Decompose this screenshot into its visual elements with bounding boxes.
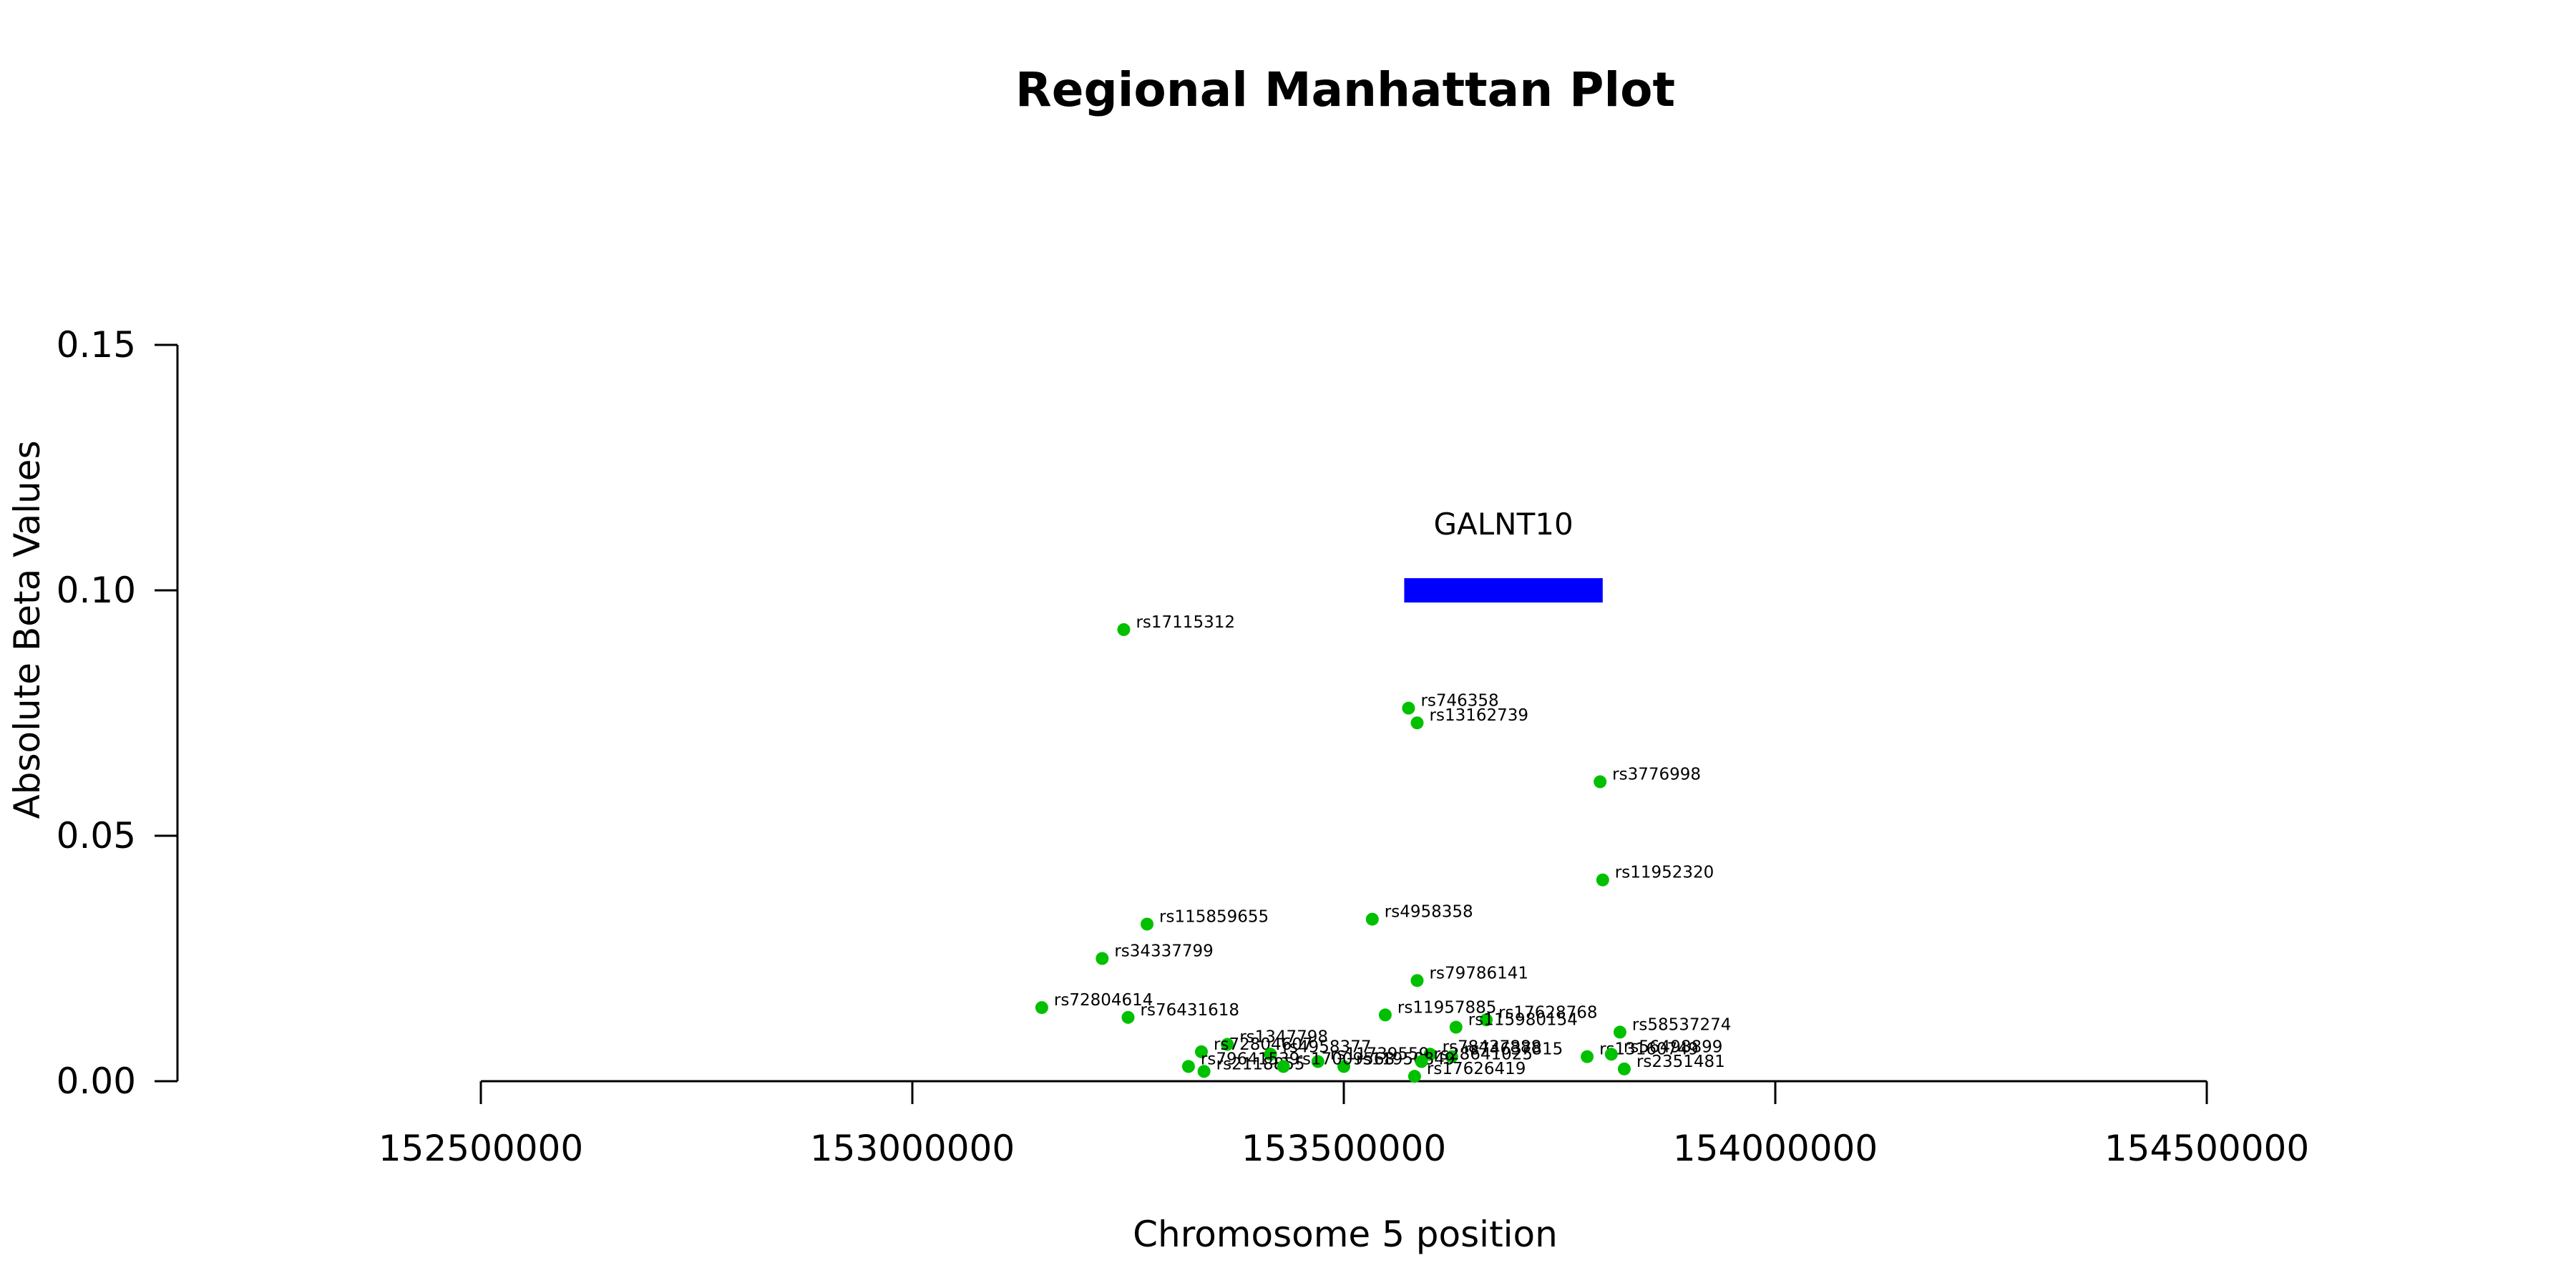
snp-point: [1402, 701, 1415, 715]
snp-label: rs2118855: [1216, 1055, 1305, 1073]
snp-label: rs58537274: [1632, 1015, 1732, 1034]
snp-point: [1181, 1060, 1195, 1073]
x-tick-label: 152500000: [379, 1128, 583, 1169]
snp-point: [1407, 1070, 1421, 1083]
chart-title: Regional Manhattan Plot: [1015, 62, 1675, 117]
snp-point: [1613, 1025, 1626, 1039]
snp-point: [1121, 1010, 1135, 1024]
snp-label: rs746358: [1420, 692, 1498, 711]
y-tick-label: 0.05: [57, 815, 136, 857]
snp-point: [1221, 1038, 1234, 1051]
x-axis-label: Chromosome 5 position: [1133, 1214, 1558, 1255]
snp-point: [1117, 623, 1131, 636]
snp-point: [1410, 716, 1424, 730]
snp-label: rs17115312: [1136, 613, 1235, 632]
snp-label: rs4958377: [1282, 1038, 1371, 1056]
gene-track: GALNT10: [1404, 507, 1603, 602]
snp-label: rs72804607: [1214, 1035, 1313, 1054]
snp-point: [1197, 1065, 1211, 1078]
snp-label: rs115859655: [1159, 907, 1269, 926]
snp-label: rs11950849: [1356, 1050, 1455, 1068]
y-tick-label: 0.00: [57, 1060, 136, 1102]
snp-point: [1035, 1001, 1048, 1015]
snp-label: rs11952320: [1615, 864, 1714, 882]
x-tick-label: 153500000: [1241, 1128, 1446, 1169]
snp-point: [1604, 1048, 1618, 1061]
snp-point: [1378, 1008, 1392, 1022]
snp-point: [1195, 1045, 1209, 1058]
snp-point: [1449, 1020, 1463, 1034]
y-tick-label: 0.10: [57, 570, 136, 611]
y-axis-label: Absolute Beta Values: [6, 441, 48, 819]
snp-label: rs56498899: [1624, 1038, 1723, 1056]
snp-point: [1096, 952, 1109, 965]
snp-label: rs74637815: [1464, 1040, 1563, 1059]
snp-point: [1596, 873, 1609, 887]
snp-label: rs4958358: [1385, 903, 1473, 922]
x-tick-label: 154500000: [2104, 1128, 2309, 1169]
snp-label: rs17009568: [1296, 1050, 1395, 1068]
snp-label: rs1347798: [1239, 1028, 1328, 1047]
snp-label: rs76431618: [1141, 1001, 1240, 1020]
snp-label: rs2351481: [1636, 1053, 1725, 1071]
snp-point: [1423, 1048, 1437, 1061]
snp-point: [1445, 1050, 1458, 1063]
snp-label: rs28641025: [1434, 1045, 1533, 1064]
y-tick-label: 0.15: [57, 324, 136, 366]
snp-point: [1415, 1055, 1428, 1068]
snp-label: rs3776998: [1612, 766, 1701, 784]
x-tick-label: 154000000: [1673, 1128, 1878, 1169]
x-axis: 152500000 153000000 153500000 154000000 1545…: [379, 1080, 2309, 1169]
gene-bar: [1404, 578, 1603, 602]
snp-point: [1141, 917, 1154, 931]
gene-label: GALNT10: [1434, 507, 1574, 542]
snp-point: [1365, 912, 1379, 926]
snp-point: [1337, 1060, 1350, 1073]
snp-point: [1311, 1055, 1324, 1068]
snp-label: rs78437888: [1443, 1038, 1542, 1056]
snp-label: rs34337799: [1114, 942, 1214, 961]
snp-point: [1264, 1048, 1277, 1061]
snp-label: rs79786141: [1430, 964, 1529, 982]
snp-point: [1594, 775, 1607, 789]
snp-label: rs17628768: [1498, 1003, 1598, 1022]
snp-label: rs11957885: [1397, 998, 1497, 1017]
x-tick-label: 153000000: [810, 1128, 1015, 1169]
snp-point: [1617, 1062, 1631, 1075]
snp-point: [1277, 1060, 1290, 1073]
snp-label: rs11739559: [1330, 1045, 1430, 1064]
y-axis: 0.00 0.05 0.10 0.15: [57, 324, 179, 1102]
snp-point: [1479, 1013, 1493, 1027]
snp-point: [1410, 974, 1424, 987]
snp-label: rs13162739: [1430, 706, 1529, 725]
snp-label: rs17626419: [1427, 1060, 1526, 1078]
snp-label: rs115980154: [1468, 1011, 1578, 1030]
snp-point: [1581, 1050, 1594, 1063]
snp-label: rs72804614: [1054, 991, 1153, 1010]
